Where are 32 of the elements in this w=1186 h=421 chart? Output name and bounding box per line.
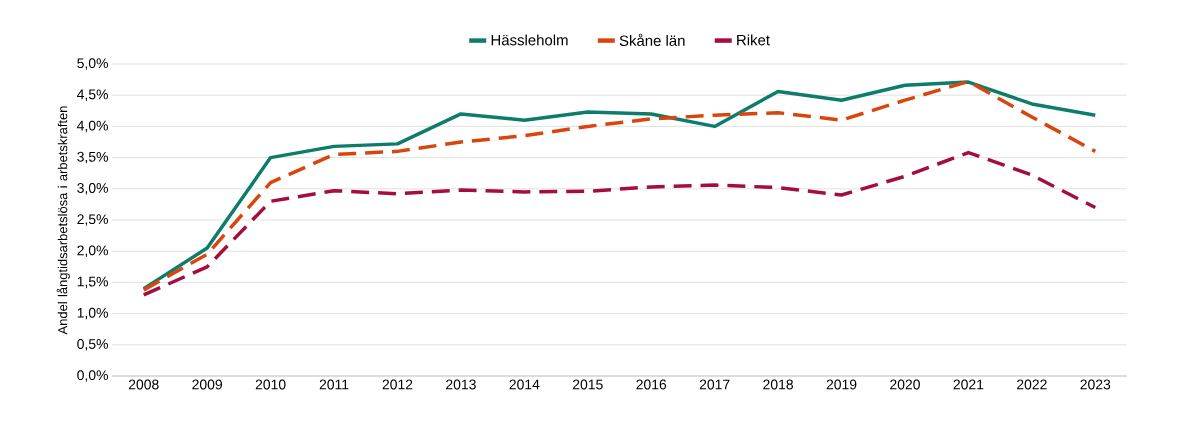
legend-label: Riket <box>737 34 770 46</box>
x-tick-label: 2014 <box>509 379 540 390</box>
y-tick-label: 0,5% <box>77 339 108 351</box>
y-tick-label: 3,0% <box>77 183 108 195</box>
x-tick-label: 2016 <box>636 379 667 390</box>
y-tick-label: 1,0% <box>77 307 108 320</box>
x-tick-label: 2023 <box>1080 379 1111 390</box>
x-tick-label: 2012 <box>382 379 413 390</box>
x-tick-label: 2009 <box>192 379 222 390</box>
y-tick-label: 5,0% <box>77 58 108 70</box>
x-tick-label: 2020 <box>890 379 920 390</box>
y-tick-label: 2,5% <box>77 214 108 226</box>
x-tick-label: 2021 <box>953 379 984 390</box>
y-tick-label: 2,0% <box>77 245 108 257</box>
x-tick-label: 2010 <box>255 379 286 390</box>
x-tick-label: 2022 <box>1017 379 1047 390</box>
y-axis-title: Andel långtidsarbetslösa i arbetskraften <box>56 106 70 335</box>
y-tick-label: 3,5% <box>77 151 108 164</box>
x-tick-label: 2011 <box>319 379 349 390</box>
line-series <box>141 150 1098 297</box>
x-tick-label: 2019 <box>826 379 857 390</box>
x-tick-label: 2015 <box>572 379 603 390</box>
y-tick-label: 4,0% <box>77 120 108 133</box>
y-tick-label: 4,5% <box>77 89 108 101</box>
x-tick-label: 2008 <box>128 379 159 390</box>
legend-label: Hässleholm <box>491 34 568 46</box>
legend-label: Skåne län <box>619 33 685 46</box>
x-tick-label: 2013 <box>446 379 476 390</box>
y-tick-label: 1,5% <box>77 276 108 289</box>
x-tick-label: 2018 <box>763 379 793 390</box>
x-tick-label: 2017 <box>699 379 730 390</box>
y-tick-label: 0,0% <box>77 370 108 382</box>
